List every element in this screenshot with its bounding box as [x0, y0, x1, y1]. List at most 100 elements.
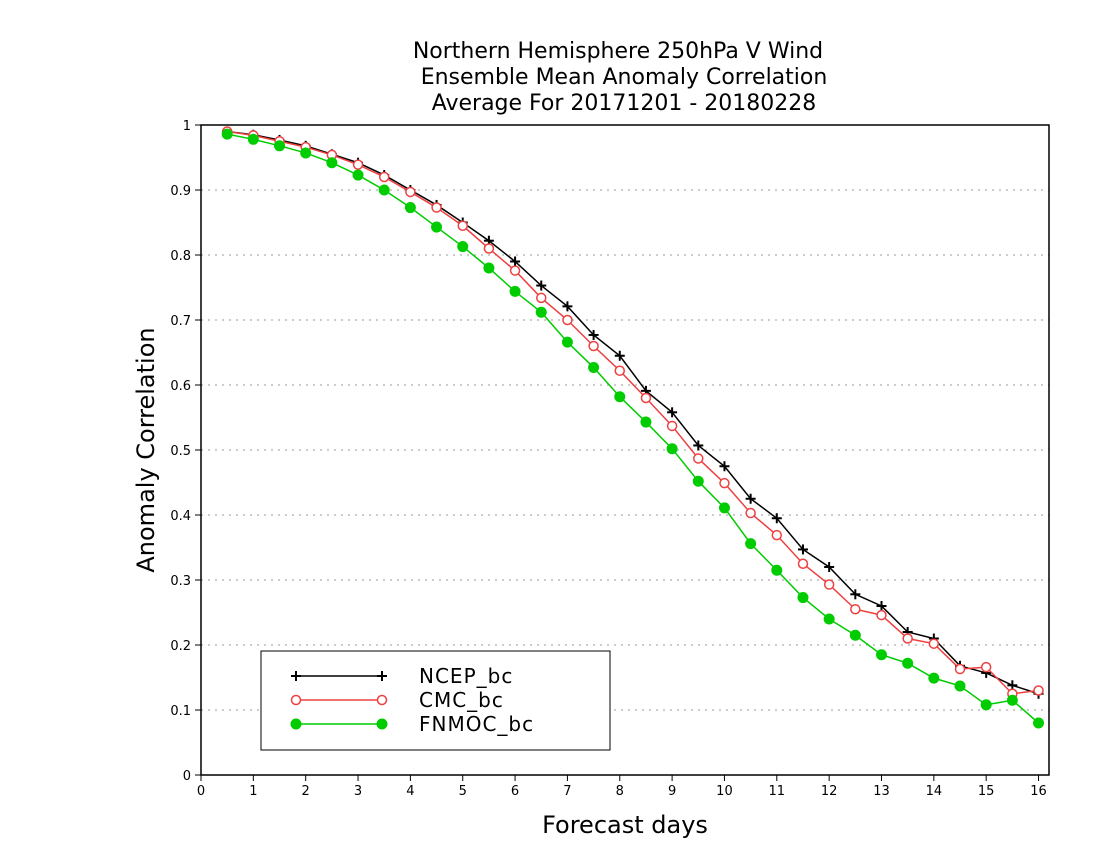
point-FNMOC_bc-29: [980, 699, 992, 711]
point-NCEP_bc-17: [667, 407, 678, 418]
point-CMC_bc-10: [483, 243, 495, 254]
point-CMC_bc-9: [457, 220, 468, 231]
point-CMC_bc-29: [980, 661, 992, 673]
point-FNMOC_bc-19: [718, 502, 730, 514]
chart-title-line-1: Northern Hemisphere 250hPa V Wind: [413, 39, 823, 64]
point-CMC_bc-12: [535, 292, 547, 304]
point-FNMOC_bc-17: [666, 443, 678, 455]
point-FNMOC_bc-15: [614, 391, 626, 403]
point-CMC_bc-5: [352, 159, 364, 170]
point-CMC_bc-15: [614, 365, 626, 376]
legend-label-NCEP_bc: NCEP_bc: [419, 664, 513, 688]
point-FNMOC_bc-6: [378, 184, 390, 196]
x-tick-label-0: 0: [197, 784, 205, 799]
series-lines: [221, 126, 1045, 729]
legend-label-FNMOC_bc: FNMOC_bc: [419, 712, 534, 736]
axes: 00.10.20.30.40.50.60.70.80.910 1 2 3 4 5 6 7 8 9 1…: [170, 119, 1050, 799]
point-FNMOC_bc-23: [823, 613, 835, 625]
series-line-CMC_bc: [227, 130, 1039, 695]
point-CMC_bc-8: [431, 202, 442, 213]
point-FNMOC_bc-30: [1006, 694, 1018, 706]
point-CMC_bc-21: [771, 529, 783, 541]
point-CMC_bc-27: [928, 638, 940, 649]
point-FNMOC_bc-13: [561, 336, 573, 348]
point-CMC_bc-18: [693, 453, 704, 464]
point-NCEP_bc-24: [850, 589, 861, 600]
point-FNMOC_bc-5: [352, 169, 364, 181]
point-FNMOC_bc-1: [247, 133, 259, 145]
legend-marker-start-NCEP_bc: [291, 671, 301, 681]
point-NCEP_bc-22: [797, 544, 808, 555]
chart-title-line-3: Average For 20171201 - 20180228: [432, 91, 817, 116]
point-FNMOC_bc-16: [640, 416, 652, 428]
point-FNMOC_bc-9: [457, 241, 469, 253]
point-NCEP_bc-21: [771, 513, 782, 524]
point-FNMOC_bc-25: [875, 649, 887, 661]
point-FNMOC_bc-26: [902, 657, 914, 669]
x-tick-label-9: 9: [668, 784, 676, 799]
x-tick-label-10: 10: [716, 784, 733, 799]
point-NCEP_bc-14: [588, 329, 599, 340]
point-FNMOC_bc-24: [849, 629, 861, 641]
point-CMC_bc-24: [850, 604, 861, 615]
point-FNMOC_bc-27: [928, 672, 940, 684]
x-tick-label-2: 2: [302, 784, 310, 799]
x-tick-label-13: 13: [873, 784, 890, 799]
point-CMC_bc-11: [509, 265, 521, 276]
point-FNMOC_bc-8: [431, 221, 443, 233]
x-tick-label-15: 15: [978, 784, 995, 799]
point-CMC_bc-23: [823, 579, 835, 590]
gridlines: [201, 189, 1049, 711]
y-tick-label-1: 1: [183, 119, 191, 134]
x-tick-label-12: 12: [821, 784, 838, 799]
point-NCEP_bc-19: [719, 461, 730, 472]
point-FNMOC_bc-28: [954, 680, 966, 692]
y-tick-label-0.5: 0.5: [170, 444, 191, 459]
point-FNMOC_bc-14: [588, 361, 600, 373]
point-CMC_bc-13: [562, 314, 573, 326]
y-tick-label-0.6: 0.6: [170, 379, 191, 394]
y-tick-label-0.8: 0.8: [170, 249, 191, 264]
point-CMC_bc-26: [902, 633, 913, 644]
point-CMC_bc-16: [640, 392, 652, 404]
legend-marker-end-FNMOC_bc: [376, 718, 388, 730]
y-axis-label: Anomaly Correlation: [132, 327, 160, 572]
point-NCEP_bc-20: [745, 493, 756, 504]
point-NCEP_bc-25: [876, 601, 887, 611]
x-tick-label-11: 11: [769, 784, 786, 799]
x-tick-label-8: 8: [616, 784, 624, 799]
y-tick-label-0.4: 0.4: [170, 509, 191, 524]
x-tick-label-3: 3: [354, 784, 362, 799]
x-tick-label-16: 16: [1030, 784, 1047, 799]
point-FNMOC_bc-18: [692, 475, 704, 487]
point-FNMOC_bc-20: [745, 538, 757, 550]
point-FNMOC_bc-31: [1033, 717, 1045, 729]
x-tick-label-6: 6: [511, 784, 519, 799]
series-CMC_bc: [221, 126, 1044, 699]
point-NCEP_bc-11: [510, 256, 521, 267]
y-tick-label-0.1: 0.1: [170, 704, 191, 719]
legend-marker-start-CMC_bc: [290, 694, 302, 706]
point-CMC_bc-19: [719, 477, 730, 489]
point-CMC_bc-17: [666, 420, 678, 432]
point-CMC_bc-31: [1033, 685, 1044, 696]
x-axis-label: Forecast days: [542, 811, 708, 839]
series-NCEP_bc: [222, 126, 1044, 699]
point-FNMOC_bc-10: [483, 262, 495, 274]
x-tick-label-5: 5: [459, 784, 467, 799]
legend-entry-CMC_bc: CMC_bc: [290, 688, 503, 712]
legend-marker-start-FNMOC_bc: [290, 718, 302, 730]
legend-entry-FNMOC_bc: FNMOC_bc: [290, 712, 534, 736]
series-FNMOC_bc: [221, 128, 1045, 729]
point-CMC_bc-7: [405, 186, 416, 198]
point-CMC_bc-6: [378, 171, 390, 183]
point-NCEP_bc-12: [536, 280, 547, 291]
x-tick-label-1: 1: [249, 784, 257, 799]
point-FNMOC_bc-3: [300, 147, 312, 159]
point-FNMOC_bc-7: [404, 202, 416, 214]
x-tick-label-14: 14: [926, 784, 943, 799]
point-NCEP_bc-15: [614, 350, 625, 361]
point-NCEP_bc-23: [824, 562, 835, 572]
